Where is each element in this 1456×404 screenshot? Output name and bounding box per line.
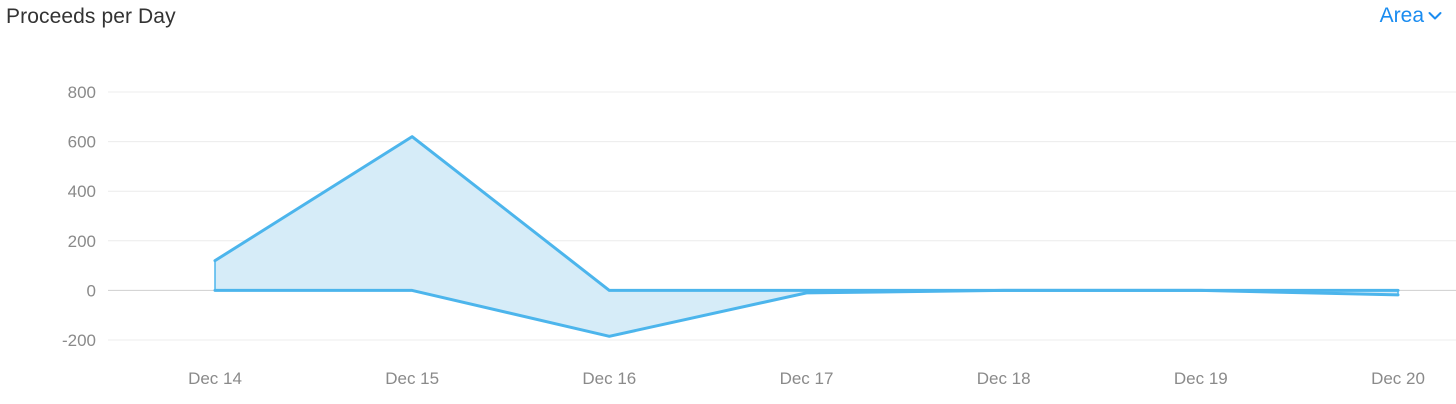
x-tick-label: Dec 15 [385,369,439,388]
y-tick-label: 800 [68,83,96,102]
area-fill [215,136,1398,337]
chart-title: Proceeds per Day [6,5,176,28]
chart-header: Proceeds per Day Area [0,0,1456,40]
y-tick-label: -200 [62,331,96,350]
y-tick-label: 200 [68,232,96,251]
x-tick-label: Dec 17 [780,369,834,388]
x-tick-label: Dec 20 [1371,369,1425,388]
series-line-1 [213,288,1400,338]
area-layer [215,136,1398,337]
line-layer [213,135,1400,338]
y-tick-label: 0 [87,281,96,300]
x-tick-label: Dec 18 [977,369,1031,388]
y-tick-label: 600 [68,133,96,152]
x-axis: Dec 14 Dec 15 Dec 16 Dec 17 Dec 18 Dec 19 Dec … [188,369,1425,388]
y-tick-label: 400 [68,182,96,201]
x-tick-label: Dec 14 [188,369,242,388]
chevron-down-icon [1428,12,1442,20]
chart-type-label: Area [1379,4,1424,27]
x-tick-label: Dec 19 [1174,369,1228,388]
x-tick-label: Dec 16 [582,369,636,388]
y-axis: 800 600 400 200 0 -200 [62,83,96,350]
chart-type-dropdown[interactable]: Area [1380,4,1442,28]
